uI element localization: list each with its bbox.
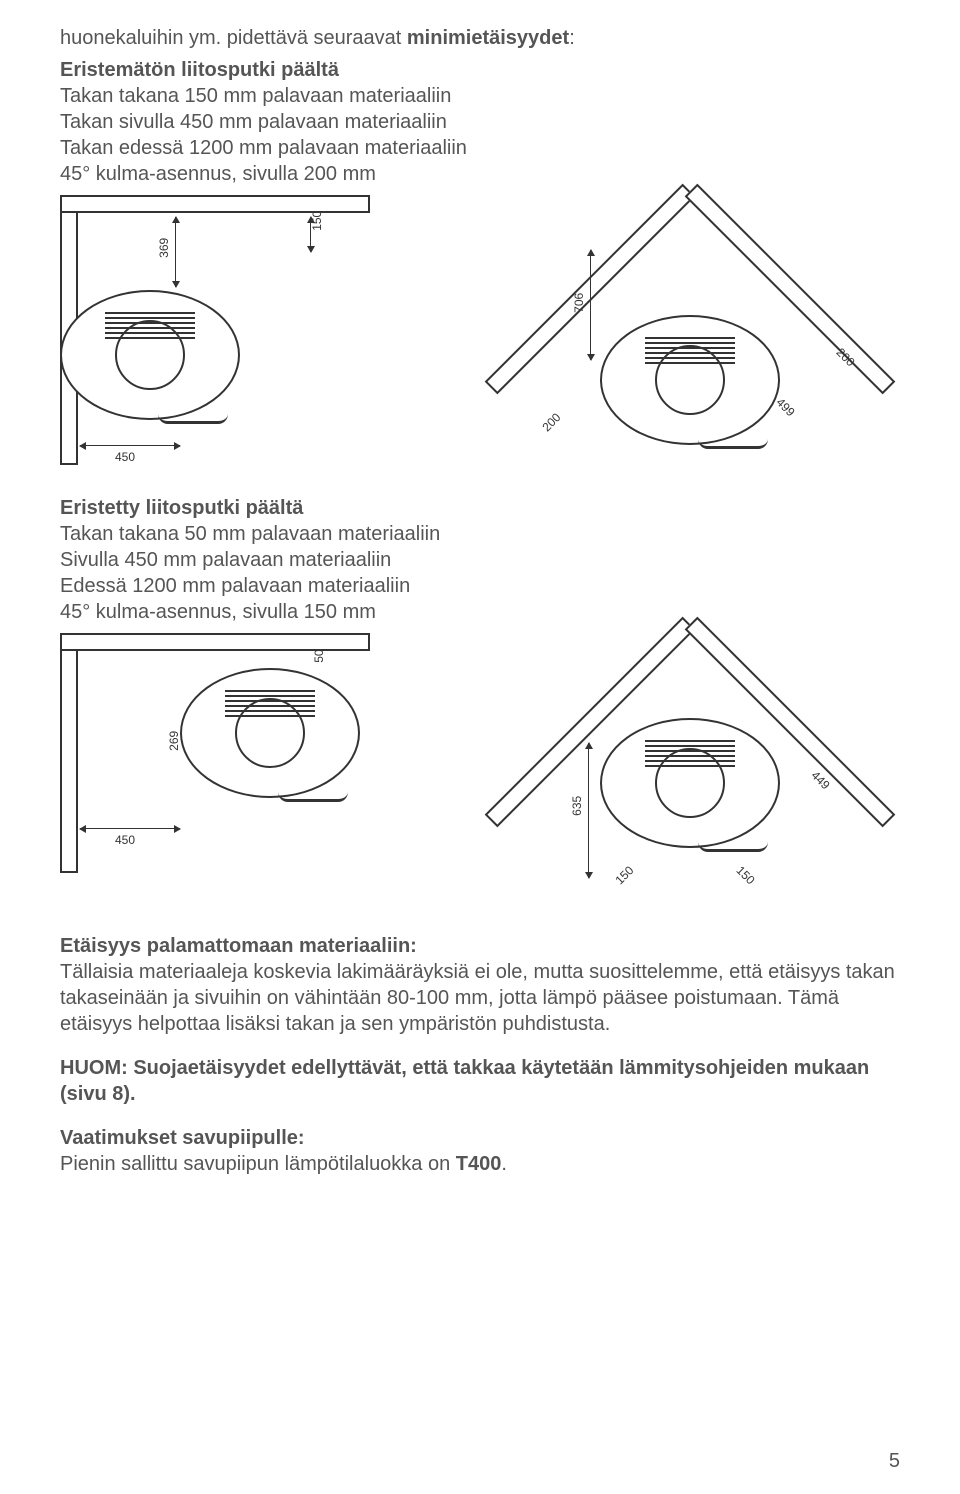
dim-label: 450 <box>115 833 135 849</box>
dim-label: 499 <box>772 395 797 420</box>
dim-label: 706 <box>572 293 588 313</box>
section1-text: Eristemätön liitosputki päältä Takan tak… <box>60 57 900 187</box>
section2-text: Eristetty liitosputki päältä Takan takan… <box>60 495 900 625</box>
section3-heading: Etäisyys palamattomaan materiaaliin: <box>60 935 417 957</box>
intro-prefix: huonekaluihin ym. pidettävä seuraavat <box>60 27 407 49</box>
intro-bold: minimietäisyydet <box>407 27 569 49</box>
dim-label: 369 <box>157 238 173 258</box>
section2-heading: Eristetty liitosputki päältä <box>60 495 900 521</box>
section1-heading: Eristemätön liitosputki päältä <box>60 57 900 83</box>
section2-right-diagram: 635 150 449 150 <box>480 633 900 913</box>
dim-label: 635 <box>570 796 586 816</box>
section4: Vaatimukset savupiipulle: Pienin sallitt… <box>60 1125 900 1177</box>
dim-label: 50 <box>312 649 328 662</box>
intro-text: huonekaluihin ym. pidettävä seuraavat mi… <box>60 25 900 51</box>
section1-right-diagram: 706 200 499 200 <box>480 195 900 475</box>
section1-line: Takan takana 150 mm palavaan materiaalii… <box>60 83 900 109</box>
dim-label: 150 <box>732 863 757 888</box>
section2-line: Takan takana 50 mm palavaan materiaaliin <box>60 521 900 547</box>
section1-diagrams: 450 369 150 706 200 499 200 <box>60 195 900 475</box>
section4-heading: Vaatimukset savupiipulle: <box>60 1127 305 1149</box>
dim-label: 450 <box>115 450 135 466</box>
section1-line: Takan sivulla 450 mm palavaan materiaali… <box>60 109 900 135</box>
section1-line: Takan edessä 1200 mm palavaan materiaali… <box>60 135 900 161</box>
dim-label: 200 <box>539 410 564 435</box>
section3: Etäisyys palamattomaan materiaaliin: Täl… <box>60 933 900 1037</box>
dim-label: 150 <box>612 863 637 888</box>
page-number: 5 <box>889 1448 900 1474</box>
dim-label: 150 <box>310 211 326 231</box>
note-text: HUOM: Suojaetäisyydet edellyttävät, että… <box>60 1055 900 1107</box>
section2-diagrams: 450 269 50 635 150 449 150 <box>60 633 900 913</box>
section4-text-pre: Pienin sallittu savupiipun lämpötilaluok… <box>60 1153 456 1175</box>
section2-left-diagram: 450 269 50 <box>60 633 440 913</box>
intro-suffix: : <box>569 27 575 49</box>
section2-line: 45° kulma-asennus, sivulla 150 mm <box>60 599 900 625</box>
section1-left-diagram: 450 369 150 <box>60 195 440 475</box>
section1-line: 45° kulma-asennus, sivulla 200 mm <box>60 161 900 187</box>
section2-line: Sivulla 450 mm palavaan materiaaliin <box>60 547 900 573</box>
section2-line: Edessä 1200 mm palavaan materiaaliin <box>60 573 900 599</box>
dim-label: 269 <box>167 731 183 751</box>
section4-text-post: . <box>501 1153 507 1175</box>
section4-text-bold: T400 <box>456 1153 502 1175</box>
section3-text: Tällaisia materiaaleja koskevia lakimäär… <box>60 961 895 1035</box>
